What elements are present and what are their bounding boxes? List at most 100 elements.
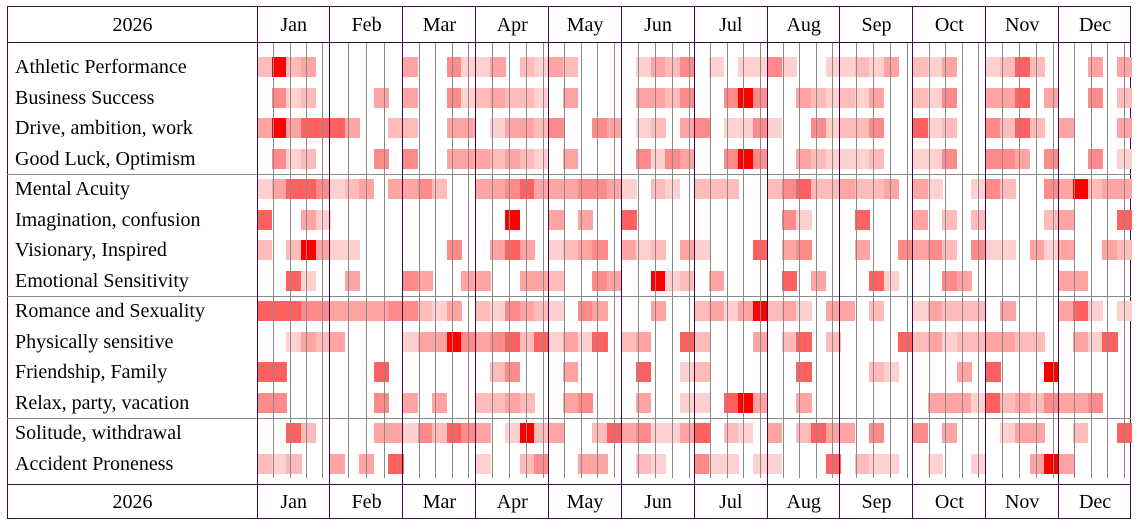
heatmap-cell [985, 362, 1001, 382]
heatmap-cell [504, 362, 521, 382]
heatmap-cell [257, 118, 273, 138]
heatmap-cell [534, 453, 550, 474]
heatmap-cell [840, 148, 856, 169]
row-label: Physically sensitive [15, 330, 174, 353]
month-divider [620, 6, 622, 519]
footer-divider [7, 484, 1131, 485]
heatmap-cell [548, 179, 564, 199]
week-gridline [289, 42, 291, 478]
heatmap-cell [621, 331, 637, 352]
heatmap-cell [869, 118, 885, 138]
heatmap-cell [1044, 362, 1060, 382]
heatmap-cell [301, 301, 317, 321]
heatmap-cell [912, 240, 929, 260]
week-gridline [1074, 42, 1076, 478]
heatmap-cell [548, 301, 564, 321]
heatmap-cell [840, 87, 856, 108]
heatmap-cell [985, 87, 1001, 108]
heatmap-cell [1000, 87, 1016, 108]
heatmap-cell [898, 240, 914, 260]
week-gridline [907, 42, 909, 478]
heatmap-cell [781, 179, 797, 199]
heatmap-cell [1014, 331, 1031, 352]
heatmap-cell [1014, 148, 1031, 169]
heatmap-cell [592, 118, 608, 138]
heatmap-cell [1044, 179, 1060, 199]
week-gridline [783, 42, 784, 478]
heatmap-cell [636, 148, 652, 169]
heatmap-cell [388, 179, 404, 199]
heatmap-cell [854, 118, 870, 138]
heatmap-cell [1044, 148, 1060, 169]
heatmap-cell [650, 453, 666, 474]
heatmap-cell [271, 148, 288, 169]
week-gridline [832, 42, 834, 478]
heatmap-cell [679, 423, 695, 443]
heatmap-cell [694, 362, 710, 382]
heatmap-cell [650, 148, 666, 169]
heatmap-cell [927, 148, 943, 169]
heatmap-cell [504, 148, 521, 169]
week-gridline [759, 42, 761, 478]
heatmap-cell [781, 57, 797, 77]
heatmap-cell [490, 392, 506, 413]
heatmap-cell [403, 87, 419, 108]
row-label: Accident Proneness [15, 452, 174, 475]
month-header-jun: Jun [644, 14, 672, 36]
heatmap-cell [403, 57, 419, 77]
heatmap-cell [694, 118, 710, 138]
heatmap-cell [738, 301, 754, 321]
heatmap-cell [1014, 423, 1031, 443]
heatmap-cell [985, 392, 1001, 413]
heatmap-cell [694, 179, 710, 199]
heatmap-cell [257, 362, 273, 382]
heatmap-cell [271, 179, 288, 199]
heatmap-cell [1000, 148, 1016, 169]
group-separator [7, 295, 1131, 297]
heatmap-cell [475, 87, 491, 108]
week-gridline [928, 42, 930, 478]
heatmap-cell [781, 301, 797, 321]
heatmap-cell [679, 118, 695, 138]
week-gridline [365, 42, 367, 478]
heatmap-cell [257, 392, 273, 413]
heatmap-cell [1000, 392, 1016, 413]
heatmap-cell [869, 301, 885, 321]
heatmap-cell [694, 301, 710, 321]
heatmap-cell [767, 423, 783, 443]
heatmap-cell [927, 301, 943, 321]
week-gridline [856, 42, 858, 478]
heatmap-cell [869, 57, 885, 77]
heatmap-cell [548, 209, 564, 230]
month-header-may: May [566, 14, 604, 36]
week-gridline [564, 42, 566, 478]
week-gridline [597, 42, 599, 478]
heatmap-cell [1014, 392, 1031, 413]
heatmap-cell [403, 148, 419, 169]
heatmap-cell [534, 118, 550, 138]
heatmap-cell [650, 270, 666, 291]
week-gridline [1123, 42, 1125, 478]
heatmap-cell [1000, 57, 1016, 77]
heatmap-cell [854, 179, 870, 199]
heatmap-cell [636, 453, 652, 474]
heatmap-cell [1044, 87, 1060, 108]
month-footer-sep: Sep [861, 491, 892, 513]
heatmap-cell [956, 301, 972, 321]
heatmap-cell [490, 331, 506, 352]
heatmap-cell [738, 148, 754, 169]
week-gridline [418, 42, 420, 478]
heatmap-cell [1058, 179, 1074, 199]
month-footer-oct: Oct [934, 491, 964, 513]
heatmap-cell [927, 453, 943, 474]
header-divider [7, 41, 1131, 43]
heatmap-cell [373, 392, 390, 413]
heatmap-cell [621, 240, 637, 260]
heatmap-cell [708, 179, 725, 199]
heatmap-cell [446, 301, 462, 321]
footer-year: 2026 [112, 491, 153, 513]
heatmap-cell [840, 423, 856, 443]
heatmap-cell [1102, 179, 1118, 199]
heatmap-cell [1073, 270, 1089, 291]
week-gridline [509, 42, 511, 478]
